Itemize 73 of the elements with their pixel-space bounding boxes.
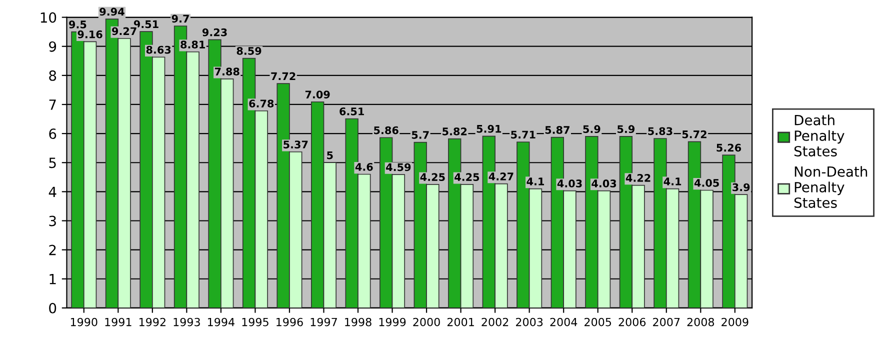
x-tick-label: 1995 [242,318,268,326]
data-label: 5.87 [545,126,570,134]
data-label: 7.88 [214,68,240,76]
data-label: 4.25 [420,173,445,182]
x-tick-label: 1996 [276,318,303,326]
y-tick-label: 5 [49,158,56,168]
y-tick-label: 8 [49,70,56,81]
y-tick-label: 1 [50,274,56,284]
data-label: 9.16 [78,30,102,38]
data-label: 9.51 [134,20,158,28]
data-label: 4.25 [454,173,480,182]
y-tick-label: 3 [49,216,56,226]
x-tick-label: 2006 [618,318,646,326]
data-label: 4.1 [526,178,544,186]
data-label: 5.37 [284,140,308,148]
x-tick-label: 2002 [482,318,508,326]
y-tick-label: 7 [49,100,56,110]
x-tick-label: 2003 [516,318,543,326]
x-tick-label: 1993 [174,318,200,326]
legend-label: Non-Death Penalty States [794,166,868,208]
data-label: 4.59 [386,163,411,172]
x-tick-label: 2001 [447,318,474,326]
x-tick-label: 2008 [687,318,714,326]
x-tick-label: 1997 [310,318,337,326]
data-label: 4.05 [694,178,719,187]
data-label: 5.86 [374,126,398,134]
data-label: 5.9 [583,125,600,134]
data-label: 4.03 [592,180,616,188]
data-label: 6.51 [340,107,364,116]
y-tick-label: 0 [49,302,56,314]
data-label: 3.9 [732,183,750,192]
data-label: 9.5 [69,20,86,28]
data-label: 9.7 [172,14,189,23]
data-label: 4.03 [557,180,582,188]
legend-label: Death Penalty States [794,114,844,156]
data-label: 5.91 [476,124,502,133]
y-tick-label: 9 [49,41,56,52]
data-label: 8.81 [180,40,205,48]
y-tick-label: 4 [48,186,56,197]
data-label: 4.27 [488,172,514,180]
data-label: 6.78 [249,100,274,108]
data-label: 5.9 [618,125,635,134]
data-label: 5.7 [412,131,429,139]
x-tick-label: 2000 [413,318,440,326]
y-tick-label: 2 [49,244,56,256]
data-label: 4.1 [664,178,682,186]
y-tick-label: 6 [49,128,56,140]
data-label: 5 [327,151,333,160]
x-tick-label: 2004 [550,318,578,326]
data-label: 5.71 [511,130,536,139]
data-label: 9.27 [112,27,136,36]
data-label: 5.72 [682,130,706,138]
data-label: 5.26 [716,144,742,152]
x-tick-label: 1990 [70,318,98,326]
x-tick-label: 2007 [653,318,680,326]
x-tick-label: 1992 [139,318,166,326]
x-tick-label: 1998 [345,318,372,326]
x-tick-label: 2005 [584,318,612,326]
data-label: 9.94 [100,8,124,16]
data-label: 4.22 [626,174,650,182]
x-tick-label: 2009 [722,318,748,326]
x-tick-label: 1994 [208,318,234,326]
x-tick-label: 1991 [105,318,132,326]
data-label: 9.23 [202,28,227,36]
data-label: 8.63 [146,46,171,54]
data-label: 5.82 [442,128,467,136]
y-tick-label: 10 [40,12,56,23]
data-label: 8.59 [236,46,262,55]
data-label: 5.83 [648,127,672,136]
data-label: 4.6 [355,162,373,171]
data-label: 7.72 [271,72,296,80]
data-label: 7.09 [305,90,330,98]
x-tick-label: 1999 [379,318,406,326]
